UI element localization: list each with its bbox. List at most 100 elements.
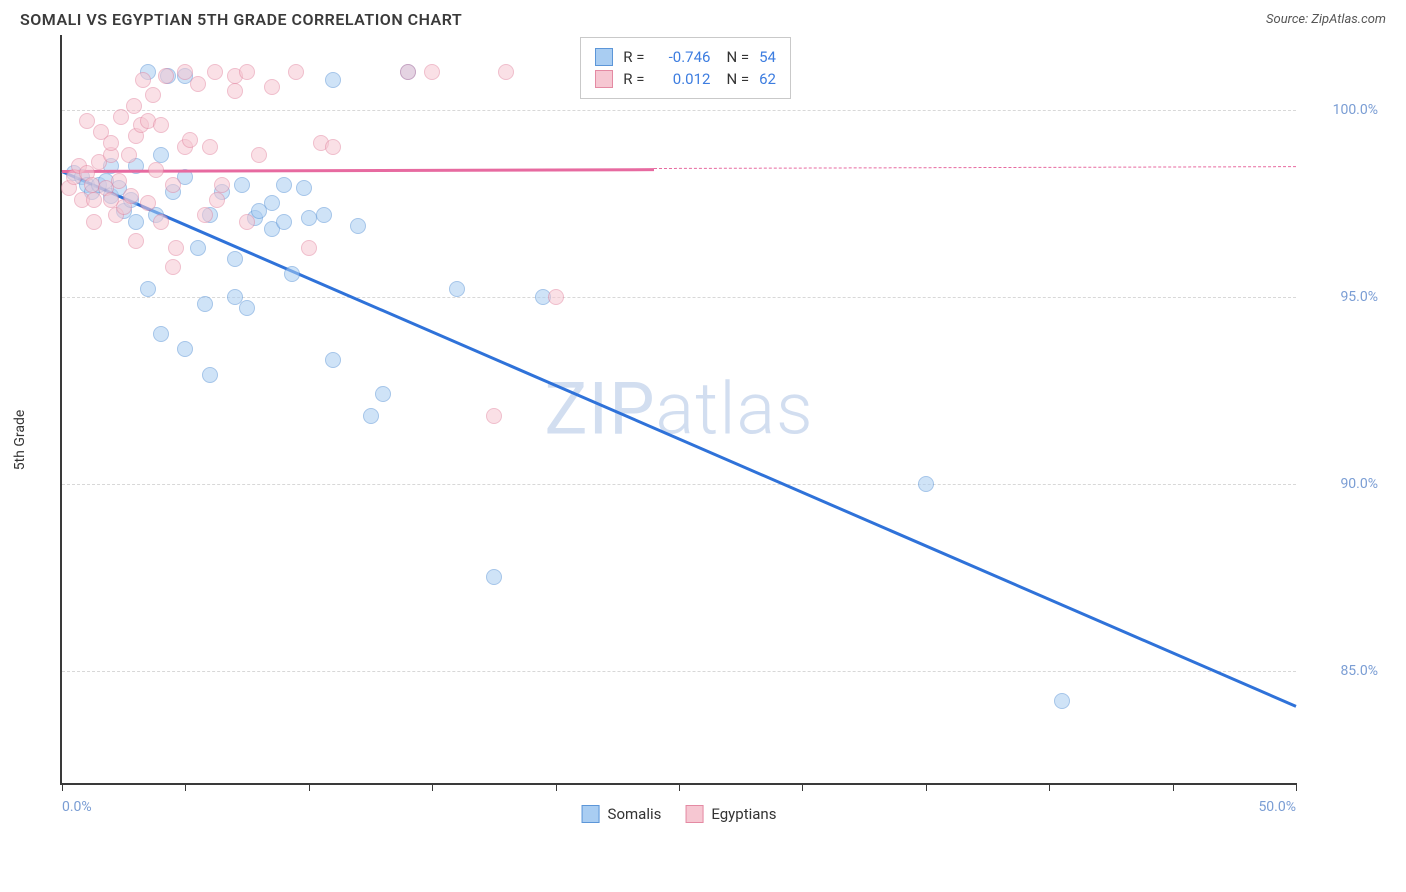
x-tick <box>62 783 63 791</box>
data-point <box>316 207 332 223</box>
data-point <box>301 210 317 226</box>
data-point <box>121 147 137 163</box>
data-point <box>548 289 564 305</box>
x-tick <box>679 783 680 791</box>
y-axis-label: 5th Grade <box>12 410 28 471</box>
data-point <box>227 83 243 99</box>
data-point <box>234 177 250 193</box>
data-point <box>276 177 292 193</box>
data-point <box>202 367 218 383</box>
data-point <box>140 281 156 297</box>
data-point <box>296 180 312 196</box>
gridline <box>62 297 1296 298</box>
data-point <box>449 281 465 297</box>
legend-label: Somalis <box>608 805 662 823</box>
data-point <box>239 214 255 230</box>
data-point <box>325 352 341 368</box>
data-point <box>165 177 181 193</box>
data-point <box>153 214 169 230</box>
data-point <box>158 68 174 84</box>
data-point <box>486 408 502 424</box>
chart-container: 5th Grade ZIPatlas R = -0.746 N = 54 R =… <box>20 35 1386 845</box>
data-point <box>182 132 198 148</box>
data-point <box>363 408 379 424</box>
legend-item-somalis: Somalis <box>582 805 662 823</box>
data-point <box>498 64 514 80</box>
data-point <box>424 64 440 80</box>
swatch-icon <box>685 805 703 823</box>
data-point <box>350 218 366 234</box>
trend-line <box>654 166 1296 169</box>
legend-label: Egyptians <box>711 805 776 823</box>
data-point <box>145 87 161 103</box>
series-legend: Somalis Egyptians <box>582 805 777 823</box>
data-point <box>375 386 391 402</box>
stats-row-somalis: R = -0.746 N = 54 <box>595 46 776 68</box>
swatch-somalis <box>595 48 613 66</box>
x-tick-label: 50.0% <box>1258 799 1296 815</box>
data-point <box>1054 693 1070 709</box>
data-point <box>168 240 184 256</box>
legend-item-egyptians: Egyptians <box>685 805 776 823</box>
data-point <box>190 76 206 92</box>
swatch-egyptians <box>595 70 613 88</box>
data-point <box>239 300 255 316</box>
data-point <box>301 240 317 256</box>
data-point <box>264 195 280 211</box>
y-tick-label: 90.0% <box>1340 476 1378 492</box>
data-point <box>284 266 300 282</box>
data-point <box>128 214 144 230</box>
data-point <box>86 192 102 208</box>
x-tick <box>309 783 310 791</box>
data-point <box>209 192 225 208</box>
data-point <box>197 296 213 312</box>
x-tick <box>185 783 186 791</box>
swatch-icon <box>582 805 600 823</box>
data-point <box>207 64 223 80</box>
y-tick-label: 95.0% <box>1340 289 1378 305</box>
data-point <box>140 195 156 211</box>
data-point <box>227 251 243 267</box>
r-value-somalis: -0.746 <box>654 48 710 66</box>
x-tick <box>926 783 927 791</box>
data-point <box>148 162 164 178</box>
data-point <box>325 72 341 88</box>
data-point <box>918 476 934 492</box>
data-point <box>214 177 230 193</box>
chart-title: SOMALI VS EGYPTIAN 5TH GRADE CORRELATION… <box>20 10 462 29</box>
x-tick <box>802 783 803 791</box>
data-point <box>177 341 193 357</box>
data-point <box>239 64 255 80</box>
n-value-egyptians: 62 <box>759 70 776 88</box>
trend-line <box>62 170 1297 707</box>
data-point <box>103 135 119 151</box>
gridline <box>62 110 1296 111</box>
data-point <box>111 173 127 189</box>
n-value-somalis: 54 <box>759 48 776 66</box>
data-point <box>153 147 169 163</box>
data-point <box>486 569 502 585</box>
data-point <box>79 113 95 129</box>
y-tick-label: 100.0% <box>1333 102 1378 118</box>
data-point <box>126 98 142 114</box>
x-tick <box>432 783 433 791</box>
stats-row-egyptians: R = 0.012 N = 62 <box>595 68 776 90</box>
x-tick <box>1049 783 1050 791</box>
stats-legend: R = -0.746 N = 54 R = 0.012 N = 62 <box>580 37 791 99</box>
plot-area: ZIPatlas R = -0.746 N = 54 R = 0.012 N =… <box>60 35 1296 785</box>
data-point <box>86 214 102 230</box>
data-point <box>400 64 416 80</box>
data-point <box>123 188 139 204</box>
gridline <box>62 484 1296 485</box>
data-point <box>325 139 341 155</box>
x-tick <box>1173 783 1174 791</box>
data-point <box>190 240 206 256</box>
data-point <box>251 147 267 163</box>
data-point <box>288 64 304 80</box>
data-point <box>202 139 218 155</box>
data-point <box>264 79 280 95</box>
data-point <box>135 72 151 88</box>
data-point <box>153 117 169 133</box>
data-point <box>128 233 144 249</box>
gridline <box>62 671 1296 672</box>
